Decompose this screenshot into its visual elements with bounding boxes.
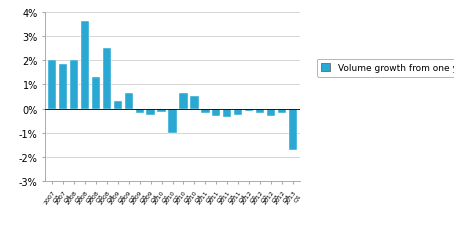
Bar: [124, 93, 133, 109]
Bar: [168, 109, 177, 133]
Bar: [147, 109, 155, 115]
Bar: [245, 109, 253, 111]
Legend: Volume growth from one year ago: Volume growth from one year ago: [317, 59, 454, 77]
Bar: [201, 109, 209, 114]
Bar: [234, 109, 242, 115]
Bar: [48, 61, 56, 109]
Bar: [289, 109, 297, 150]
Bar: [223, 109, 232, 117]
Bar: [179, 93, 188, 109]
Bar: [212, 109, 221, 116]
Bar: [81, 22, 89, 109]
Bar: [103, 49, 111, 109]
Bar: [278, 109, 286, 114]
Bar: [158, 109, 166, 113]
Bar: [70, 61, 78, 109]
Bar: [267, 109, 275, 116]
Bar: [59, 65, 67, 109]
Bar: [92, 78, 100, 109]
Bar: [256, 109, 264, 114]
Bar: [114, 102, 122, 109]
Bar: [190, 97, 198, 109]
Bar: [136, 109, 144, 114]
